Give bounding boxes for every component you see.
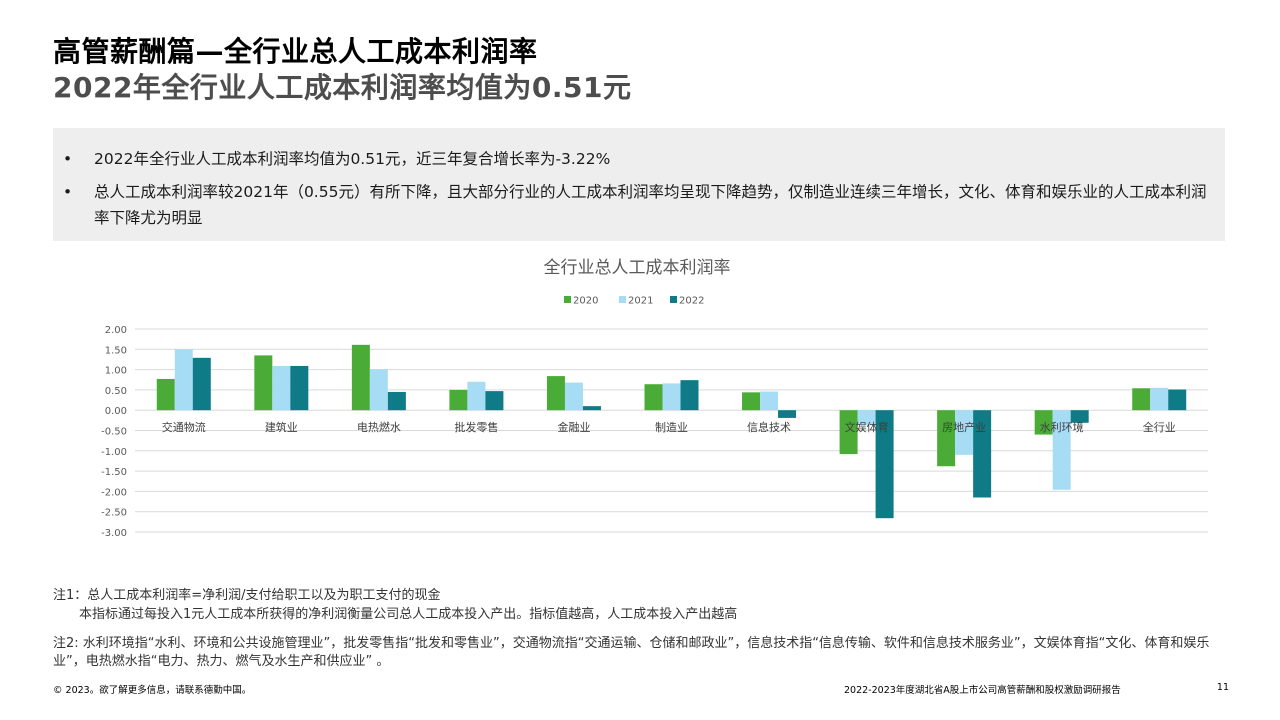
bar: [192, 357, 211, 411]
footer-right: 2022-2023年度湖北省A股上市公司高管薪酬和股权激励调研报告 11: [844, 682, 1229, 696]
category-label: 批发零售: [454, 420, 498, 434]
legend-swatch: [670, 296, 677, 303]
category-label: 文娱体育: [845, 420, 889, 434]
y-tick-label: 0.00: [105, 406, 127, 417]
legend-swatch: [619, 296, 626, 303]
category-label: 电热燃水: [357, 420, 401, 434]
bar: [1168, 389, 1187, 411]
bar: [564, 382, 583, 411]
y-tick-label: -2.00: [101, 487, 127, 498]
bar: [1132, 388, 1151, 411]
y-tick-label: 0.50: [105, 386, 127, 397]
category-label: 房地产业: [942, 420, 986, 434]
category-label: 制造业: [655, 420, 688, 434]
profit-rate-chart: 全行业总人工成本利润率 2020 2021 2022 2.00 1.50 1.00 0.50 0…: [101, 258, 1208, 539]
bullet-icon: •: [63, 150, 73, 168]
summary-bullet-text: 2022年全行业人工成本利润率均值为0.51元，近三年复合增长率为-3.22%: [94, 150, 611, 168]
summary-bullet-text: 总人工成本利润率较2021年（0.55元）有所下降，且大部分行业的人工成本利润率…: [94, 183, 1207, 227]
bar: [662, 383, 681, 411]
page-title: 高管薪酬篇—全行业总人工成本利润率: [53, 35, 538, 68]
bar: [1034, 410, 1053, 435]
bar: [875, 410, 894, 519]
summary-bullet: • 2022年全行业人工成本利润率均值为0.51元，近三年复合增长率为-3.22…: [61, 146, 1211, 172]
bar: [582, 406, 601, 411]
bar: [973, 410, 992, 498]
category-label: 建筑业: [265, 420, 298, 434]
bar: [857, 410, 876, 426]
bar: [254, 355, 273, 411]
category-label: 信息技术: [747, 420, 791, 434]
bar: [156, 378, 175, 411]
bar: [644, 384, 663, 411]
bar: [546, 376, 565, 411]
legend-label: 2022: [679, 296, 704, 307]
bar: [760, 391, 779, 411]
y-tick-label: 1.50: [105, 345, 127, 356]
bar: [351, 344, 370, 411]
legend-label: 2021: [628, 296, 653, 307]
summary-bullet: • 总人工成本利润率较2021年（0.55元）有所下降，且大部分行业的人工成本利…: [61, 179, 1211, 231]
bar: [680, 380, 699, 411]
note-1-explanation: 本指标通过每投入1元人工成本所获得的净利润衡量公司总人工成本投入产出。指标值越高…: [79, 607, 738, 622]
bar: [778, 410, 797, 418]
y-tick-label: -3.00: [101, 528, 127, 539]
bullet-icon: •: [63, 183, 73, 201]
chart-title: 全行业总人工成本利润率: [544, 258, 731, 278]
footer-copyright: © 2023。欲了解更多信息，请联系德勤中国。: [53, 685, 252, 696]
bar: [1052, 410, 1071, 490]
bar: [369, 369, 388, 411]
bar: [290, 365, 309, 411]
bar: [937, 410, 956, 467]
footer-report-title: 2022-2023年度湖北省A股上市公司高管薪酬和股权激励调研报告: [844, 685, 1121, 696]
category-label: 金融业: [557, 420, 590, 434]
footer-page-number: 11: [1216, 682, 1229, 693]
y-tick-label: 2.00: [105, 325, 127, 336]
y-tick-label: -1.00: [101, 447, 127, 458]
bar: [174, 349, 193, 411]
legend-swatch: [564, 296, 571, 303]
summary-box: • 2022年全行业人工成本利润率均值为0.51元，近三年复合增长率为-3.22…: [53, 128, 1225, 241]
y-tick-label: -2.50: [101, 508, 127, 519]
category-label: 交通物流: [162, 420, 206, 434]
bar: [467, 381, 486, 411]
bar: [272, 365, 291, 411]
page-subtitle: 2022年全行业人工成本利润率均值为0.51元: [53, 71, 632, 104]
y-tick-label: 1.00: [105, 366, 127, 377]
bar: [1150, 387, 1169, 411]
note-2: 注2: 水利环境指“水利、环境和公共设施管理业”，批发零售指“批发和零售业”，交…: [53, 636, 1210, 669]
bar: [1070, 410, 1089, 423]
legend-label: 2020: [573, 296, 598, 307]
y-tick-label: -0.50: [101, 427, 127, 438]
bar: [449, 389, 468, 411]
bar: [742, 392, 761, 411]
category-label: 全行业: [1143, 420, 1176, 434]
bar: [839, 410, 858, 455]
bar: [955, 410, 974, 455]
y-tick-label: -1.50: [101, 467, 127, 478]
bar: [387, 391, 406, 411]
bar: [485, 391, 504, 411]
note-1: 注1：总人工成本利润率=净利润/支付给职工以及为职工支付的现金 本指标通过每投入…: [53, 586, 737, 624]
note-1-definition: 注1：总人工成本利润率=净利润/支付给职工以及为职工支付的现金: [53, 588, 441, 603]
category-label: 水利环境: [1040, 420, 1084, 434]
